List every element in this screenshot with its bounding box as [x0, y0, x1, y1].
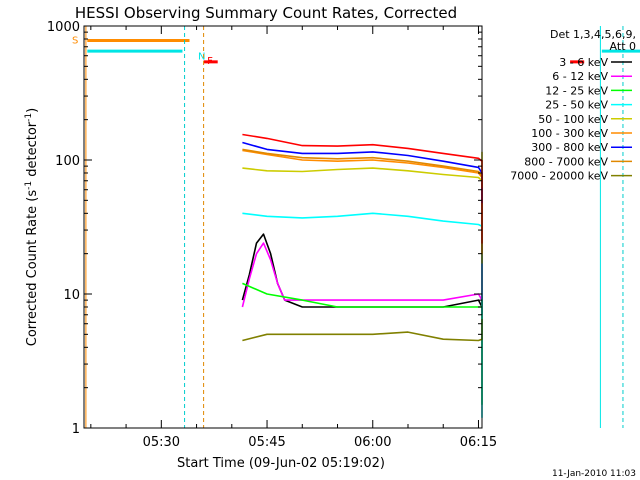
flag-s-label: S [72, 36, 78, 47]
chart-title: HESSI Observing Summary Count Rates, Cor… [75, 4, 457, 22]
y-tick-label: 100 [55, 154, 80, 169]
series-line-7 [242, 141, 483, 204]
legend-entry-label: 12 - 25 keV [545, 84, 608, 97]
y-tick-label: 1000 [47, 20, 80, 35]
flag-f-label: F [207, 56, 213, 67]
plot-frame [83, 25, 483, 429]
legend-entry-label: 6 - 12 keV [552, 70, 608, 83]
series-line-3 [242, 282, 483, 406]
series-line-1 [241, 222, 483, 315]
x-tick-label: 05:45 [248, 435, 285, 450]
legend-entry-label: 300 - 800 keV [531, 141, 608, 154]
footer-timestamp: 11-Jan-2010 11:03 [552, 469, 636, 479]
legend-entry-label: 25 - 50 keV [545, 99, 608, 112]
y-axis-label-sup2: -1 [24, 113, 34, 122]
legend-entry-label: 800 - 7000 keV [524, 155, 608, 168]
y-tick-label: 10 [63, 288, 80, 303]
x-tick-label: 06:00 [354, 435, 391, 450]
y-axis-label: Corrected Count Rate (s-1 detector-1) [24, 108, 40, 346]
y-tick-label: 1 [72, 422, 80, 437]
series-line-4 [242, 189, 483, 419]
y-axis-label-mid: detector [25, 121, 40, 181]
flag-n-label: N [198, 52, 205, 63]
x-tick-label: 06:15 [460, 435, 497, 450]
y-axis-label-end: ) [25, 108, 40, 113]
legend-header-line1: Det 1,3,4,5,6,9, [550, 28, 636, 41]
legend-entry-label: 100 - 300 keV [531, 127, 608, 140]
x-tick-label: 05:30 [143, 435, 180, 450]
legend-header-line2: Att 0 [610, 40, 636, 53]
x-axis: 05:30 05:45 06:00 06:15 [90, 26, 497, 450]
legend-entry-label: 3 - 6 keV [559, 56, 608, 69]
y-axis-label-main: Corrected Count Rate (s [25, 190, 40, 347]
x-axis-label: Start Time (09-Jun-02 05:19:02) [177, 456, 385, 471]
legend-entry-label: 7000 - 20000 keV [510, 170, 608, 183]
y-axis-label-sup1: -1 [24, 181, 34, 190]
series-line-9 [242, 319, 483, 342]
legend-entry-label: 50 - 100 keV [538, 113, 608, 126]
y-axis: 1 10 100 1000 [47, 20, 482, 437]
